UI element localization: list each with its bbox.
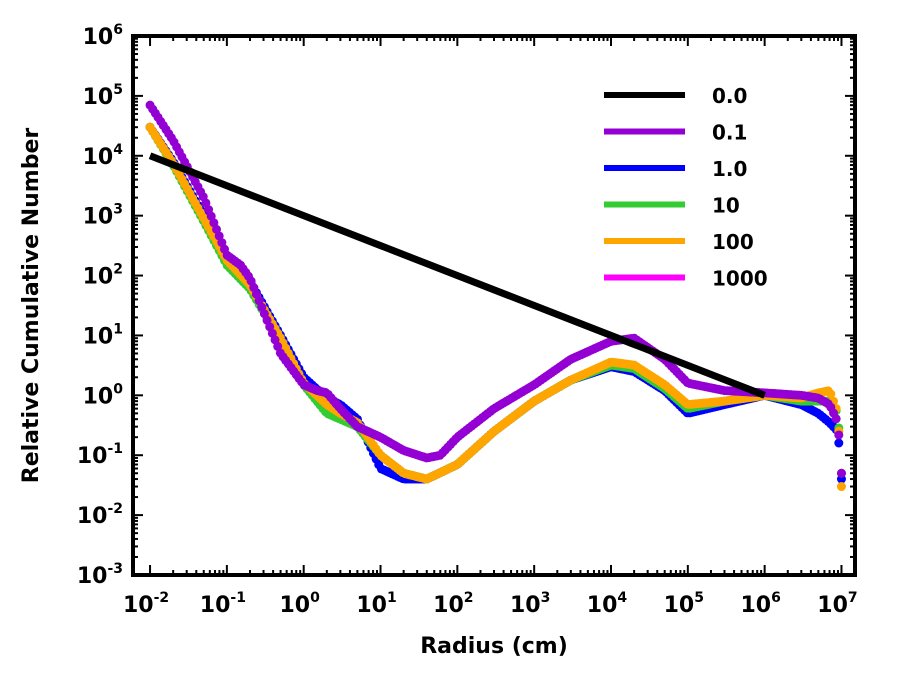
y-tick-label-base: 10 bbox=[83, 324, 114, 349]
y-tick-label: 100 bbox=[83, 381, 124, 409]
x-tick-label-base: 10 bbox=[587, 593, 618, 618]
legend: 0.0 0.1 1.0 10 100 1000 bbox=[604, 84, 768, 291]
x-tick-label-exponent: 4 bbox=[617, 590, 627, 606]
x-tick-label-base: 10 bbox=[280, 593, 311, 618]
x-tick-label-exponent: -2 bbox=[154, 590, 170, 606]
data-point bbox=[831, 414, 841, 424]
tick-layer bbox=[133, 35, 855, 576]
x-tick-label-base: 10 bbox=[200, 593, 231, 618]
legend-label: 10 bbox=[712, 194, 740, 218]
y-tick-label-exponent: 0 bbox=[113, 381, 123, 397]
x-tick-label-exponent: 3 bbox=[541, 590, 551, 606]
y-tick-label: 102 bbox=[83, 262, 123, 290]
legend-label: 0.1 bbox=[712, 121, 747, 145]
x-tick-label: 104 bbox=[587, 590, 628, 618]
y-tick-label-base: 10 bbox=[83, 384, 114, 409]
x-tick-label: 101 bbox=[356, 590, 396, 618]
y-tick-label-exponent: 3 bbox=[113, 202, 123, 218]
tick-label-layer: 10-2 10-1 100 101 102 103 104 105 106 10710-310-2… bbox=[77, 22, 858, 618]
x-tick-label: 10-1 bbox=[200, 590, 246, 618]
data-point bbox=[836, 468, 846, 478]
x-tick-label-exponent: 6 bbox=[771, 590, 781, 606]
y-tick-label: 10-3 bbox=[77, 561, 123, 589]
x-tick-label: 106 bbox=[740, 590, 780, 618]
data-point bbox=[836, 482, 846, 492]
y-tick-label-base: 10 bbox=[83, 145, 114, 170]
y-axis-title: Relative Cumulative Number bbox=[19, 128, 44, 484]
x-tick-label: 103 bbox=[510, 590, 550, 618]
x-tick-label-base: 10 bbox=[740, 593, 771, 618]
x-tick-label-base: 10 bbox=[817, 593, 848, 618]
y-tick-label-base: 10 bbox=[83, 85, 114, 110]
series-0-0 bbox=[148, 152, 766, 399]
y-tick-label: 104 bbox=[83, 142, 124, 170]
y-tick-label: 10-2 bbox=[77, 501, 123, 529]
x-tick-label: 105 bbox=[664, 590, 704, 618]
legend-label: 100 bbox=[712, 230, 754, 254]
x-tick-label-base: 10 bbox=[664, 593, 695, 618]
y-tick-label: 101 bbox=[83, 321, 123, 349]
x-tick-label-exponent: 7 bbox=[848, 590, 858, 606]
y-tick-label-exponent: 4 bbox=[113, 142, 123, 158]
series-line bbox=[148, 152, 766, 399]
y-tick-label-base: 10 bbox=[83, 205, 114, 230]
x-axis-title: Radius (cm) bbox=[420, 634, 568, 659]
legend-label: 1000 bbox=[712, 267, 768, 291]
y-tick-label: 106 bbox=[83, 22, 123, 50]
x-tick-label-exponent: 2 bbox=[464, 590, 474, 606]
x-tick-label-exponent: -1 bbox=[230, 590, 246, 606]
y-tick-label: 105 bbox=[83, 82, 123, 110]
y-tick-label-exponent: 2 bbox=[113, 262, 123, 278]
x-tick-label-base: 10 bbox=[356, 593, 387, 618]
legend-item: 0.1 bbox=[604, 121, 747, 145]
legend-item: 1.0 bbox=[604, 157, 747, 181]
data-point bbox=[826, 389, 836, 399]
x-tick-label: 102 bbox=[433, 590, 473, 618]
y-tick-label-exponent: -1 bbox=[107, 441, 123, 457]
x-tick-label: 107 bbox=[817, 590, 857, 618]
y-tick-label-base: 10 bbox=[77, 444, 108, 469]
x-tick-label-base: 10 bbox=[510, 593, 541, 618]
y-tick-label-base: 10 bbox=[77, 564, 108, 589]
legend-label: 0.0 bbox=[712, 84, 747, 108]
x-tick-label-exponent: 1 bbox=[387, 590, 397, 606]
y-tick-label-exponent: 5 bbox=[113, 82, 123, 98]
legend-item: 10 bbox=[604, 194, 740, 218]
y-tick-label-base: 10 bbox=[77, 504, 108, 529]
legend-item: 100 bbox=[604, 230, 754, 254]
legend-item: 0.0 bbox=[604, 84, 747, 108]
y-tick-label-base: 10 bbox=[83, 25, 114, 50]
x-tick-label-base: 10 bbox=[123, 593, 154, 618]
legend-label: 1.0 bbox=[712, 157, 747, 181]
data-point bbox=[834, 430, 844, 440]
series-layer bbox=[145, 100, 846, 492]
y-tick-label-exponent: 6 bbox=[113, 22, 123, 38]
y-tick-label-exponent: -3 bbox=[107, 561, 123, 577]
y-tick-label-exponent: -2 bbox=[107, 501, 123, 517]
plot-frame bbox=[131, 34, 857, 577]
legend-item: 1000 bbox=[604, 267, 768, 291]
y-tick-label: 103 bbox=[83, 202, 123, 230]
x-tick-label: 10-2 bbox=[123, 590, 169, 618]
x-tick-label: 100 bbox=[280, 590, 321, 618]
x-tick-label-exponent: 0 bbox=[310, 590, 320, 606]
data-point bbox=[834, 438, 844, 448]
y-tick-label-base: 10 bbox=[83, 265, 114, 290]
x-tick-label-base: 10 bbox=[433, 593, 464, 618]
x-tick-label-exponent: 5 bbox=[694, 590, 704, 606]
y-tick-label: 10-1 bbox=[77, 441, 123, 469]
y-tick-label-exponent: 1 bbox=[113, 321, 123, 337]
